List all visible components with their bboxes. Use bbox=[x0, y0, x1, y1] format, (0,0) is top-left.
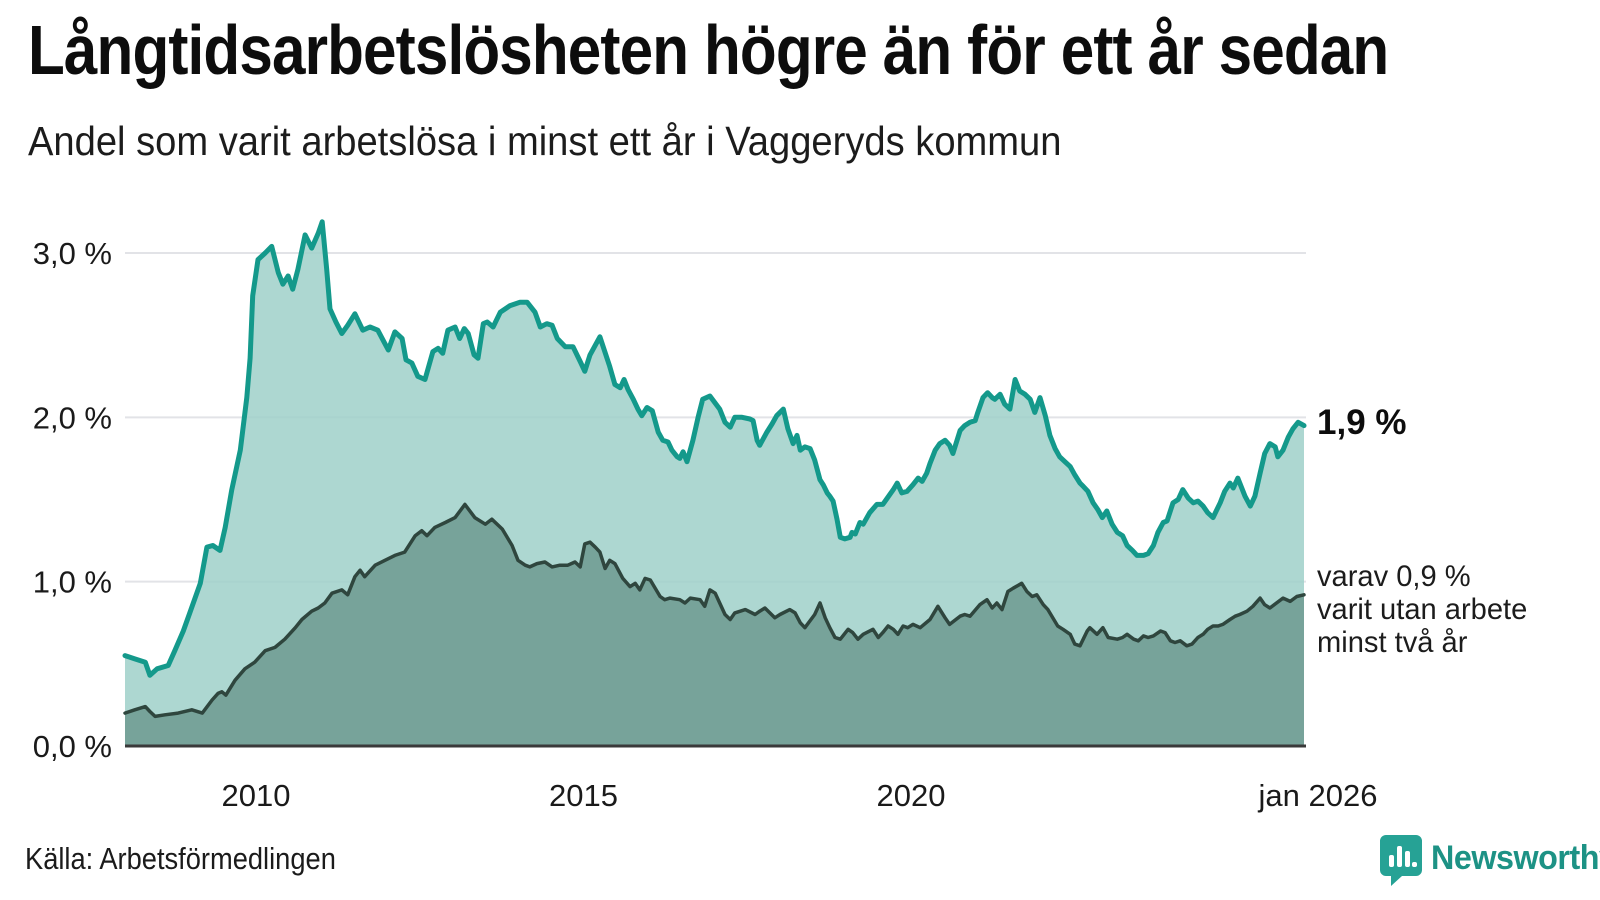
newsworthy-pin-barchart-icon bbox=[1380, 835, 1422, 886]
y-tick-label-0: 0,0 % bbox=[33, 729, 112, 764]
x-tick-label-2015: 2015 bbox=[549, 778, 618, 813]
x-tick-label-2010: 2010 bbox=[222, 778, 291, 813]
y-tick-label-3: 3,0 % bbox=[33, 236, 112, 271]
area-fill-series-2 bbox=[125, 504, 1304, 746]
end-label-primary-text: 1,9 % bbox=[1317, 403, 1407, 442]
series-line-1 bbox=[122, 219, 1307, 678]
page-title: Långtidsarbetslösheten högre än för ett … bbox=[28, 11, 1389, 89]
series-end-label-two-years: varav 0,9 % varit utan arbete minst två … bbox=[1317, 560, 1527, 659]
x-tick-label-2026: jan 2026 bbox=[1258, 778, 1378, 813]
series-line-2 bbox=[123, 502, 1306, 719]
y-tick-label-2: 2,0 % bbox=[33, 400, 112, 435]
newsworthy-logo: Newsworthy bbox=[1380, 835, 1600, 887]
newsworthy-wordmark: Newsworthy bbox=[1431, 839, 1600, 877]
source-credit: Källa: Arbetsförmedlingen bbox=[25, 841, 336, 876]
end-label-secondary-line3: minst två år bbox=[1317, 626, 1468, 659]
page-subtitle: Andel som varit arbetslösa i minst ett å… bbox=[28, 118, 1062, 164]
x-tick-label-2020: 2020 bbox=[877, 778, 946, 813]
end-label-secondary-line1: varav 0,9 % bbox=[1317, 560, 1471, 593]
y-tick-label-1: 1,0 % bbox=[33, 565, 112, 600]
series-end-label-one-year: 1,9 % bbox=[1317, 403, 1407, 443]
end-label-secondary-line2: varit utan arbete bbox=[1317, 593, 1528, 626]
